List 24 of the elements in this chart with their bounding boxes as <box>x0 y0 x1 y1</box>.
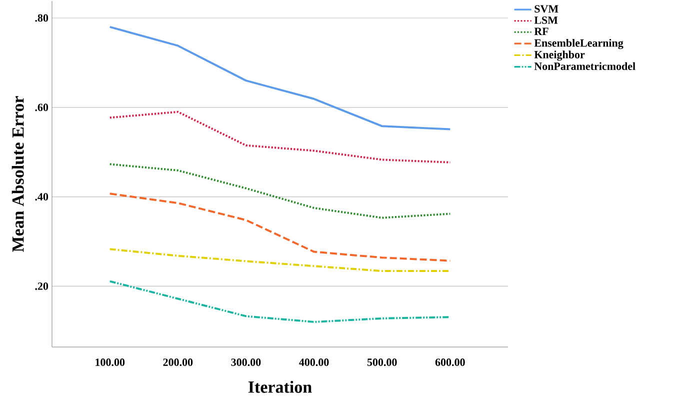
y-tick-label: .20 <box>35 282 48 290</box>
line-series <box>108 163 452 219</box>
line-series <box>108 248 452 272</box>
y-axis-title: Mean Absolute Error <box>12 96 24 252</box>
x-tick-label: 300.00 <box>231 358 261 366</box>
y-tick-label: .80 <box>35 14 48 22</box>
line-series <box>108 280 452 323</box>
legend-label: SVM <box>534 5 558 13</box>
x-tick-label: 400.00 <box>299 358 329 366</box>
line-series <box>108 192 452 262</box>
x-axis-title: Iteration <box>248 380 312 393</box>
legend-label: NonParametricmodel <box>534 62 636 70</box>
legend-label: EnsembleLearning <box>534 38 624 50</box>
line-series <box>108 26 452 130</box>
x-tick-label: 600.00 <box>435 358 465 366</box>
legend-label: Kneighbor <box>534 50 585 61</box>
x-tick-label: 500.00 <box>367 358 397 366</box>
x-tick-label: 200.00 <box>163 358 193 366</box>
y-tick-label: .40 <box>35 193 48 201</box>
legend-label: LSM <box>534 16 558 24</box>
line-series <box>108 110 452 164</box>
y-tick-label: .60 <box>35 104 48 112</box>
legend-label: RF <box>534 28 548 35</box>
x-tick-label: 100.00 <box>96 358 125 366</box>
